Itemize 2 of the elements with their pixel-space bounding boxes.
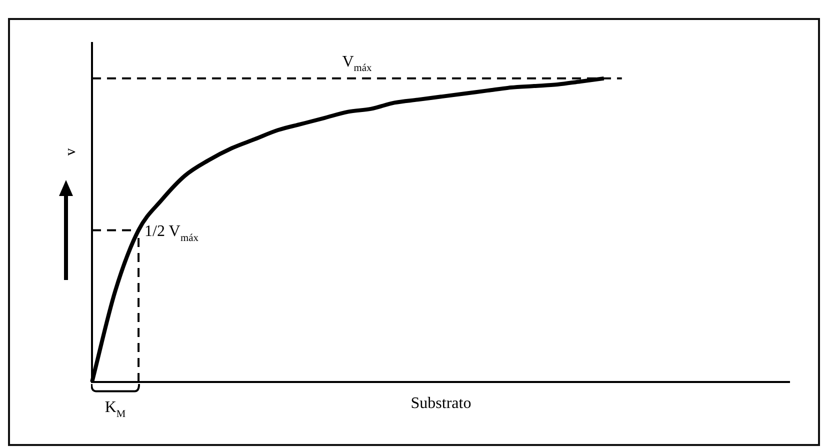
x-axis-title: Substrato <box>410 395 472 412</box>
y-axis-title: v <box>63 148 79 156</box>
